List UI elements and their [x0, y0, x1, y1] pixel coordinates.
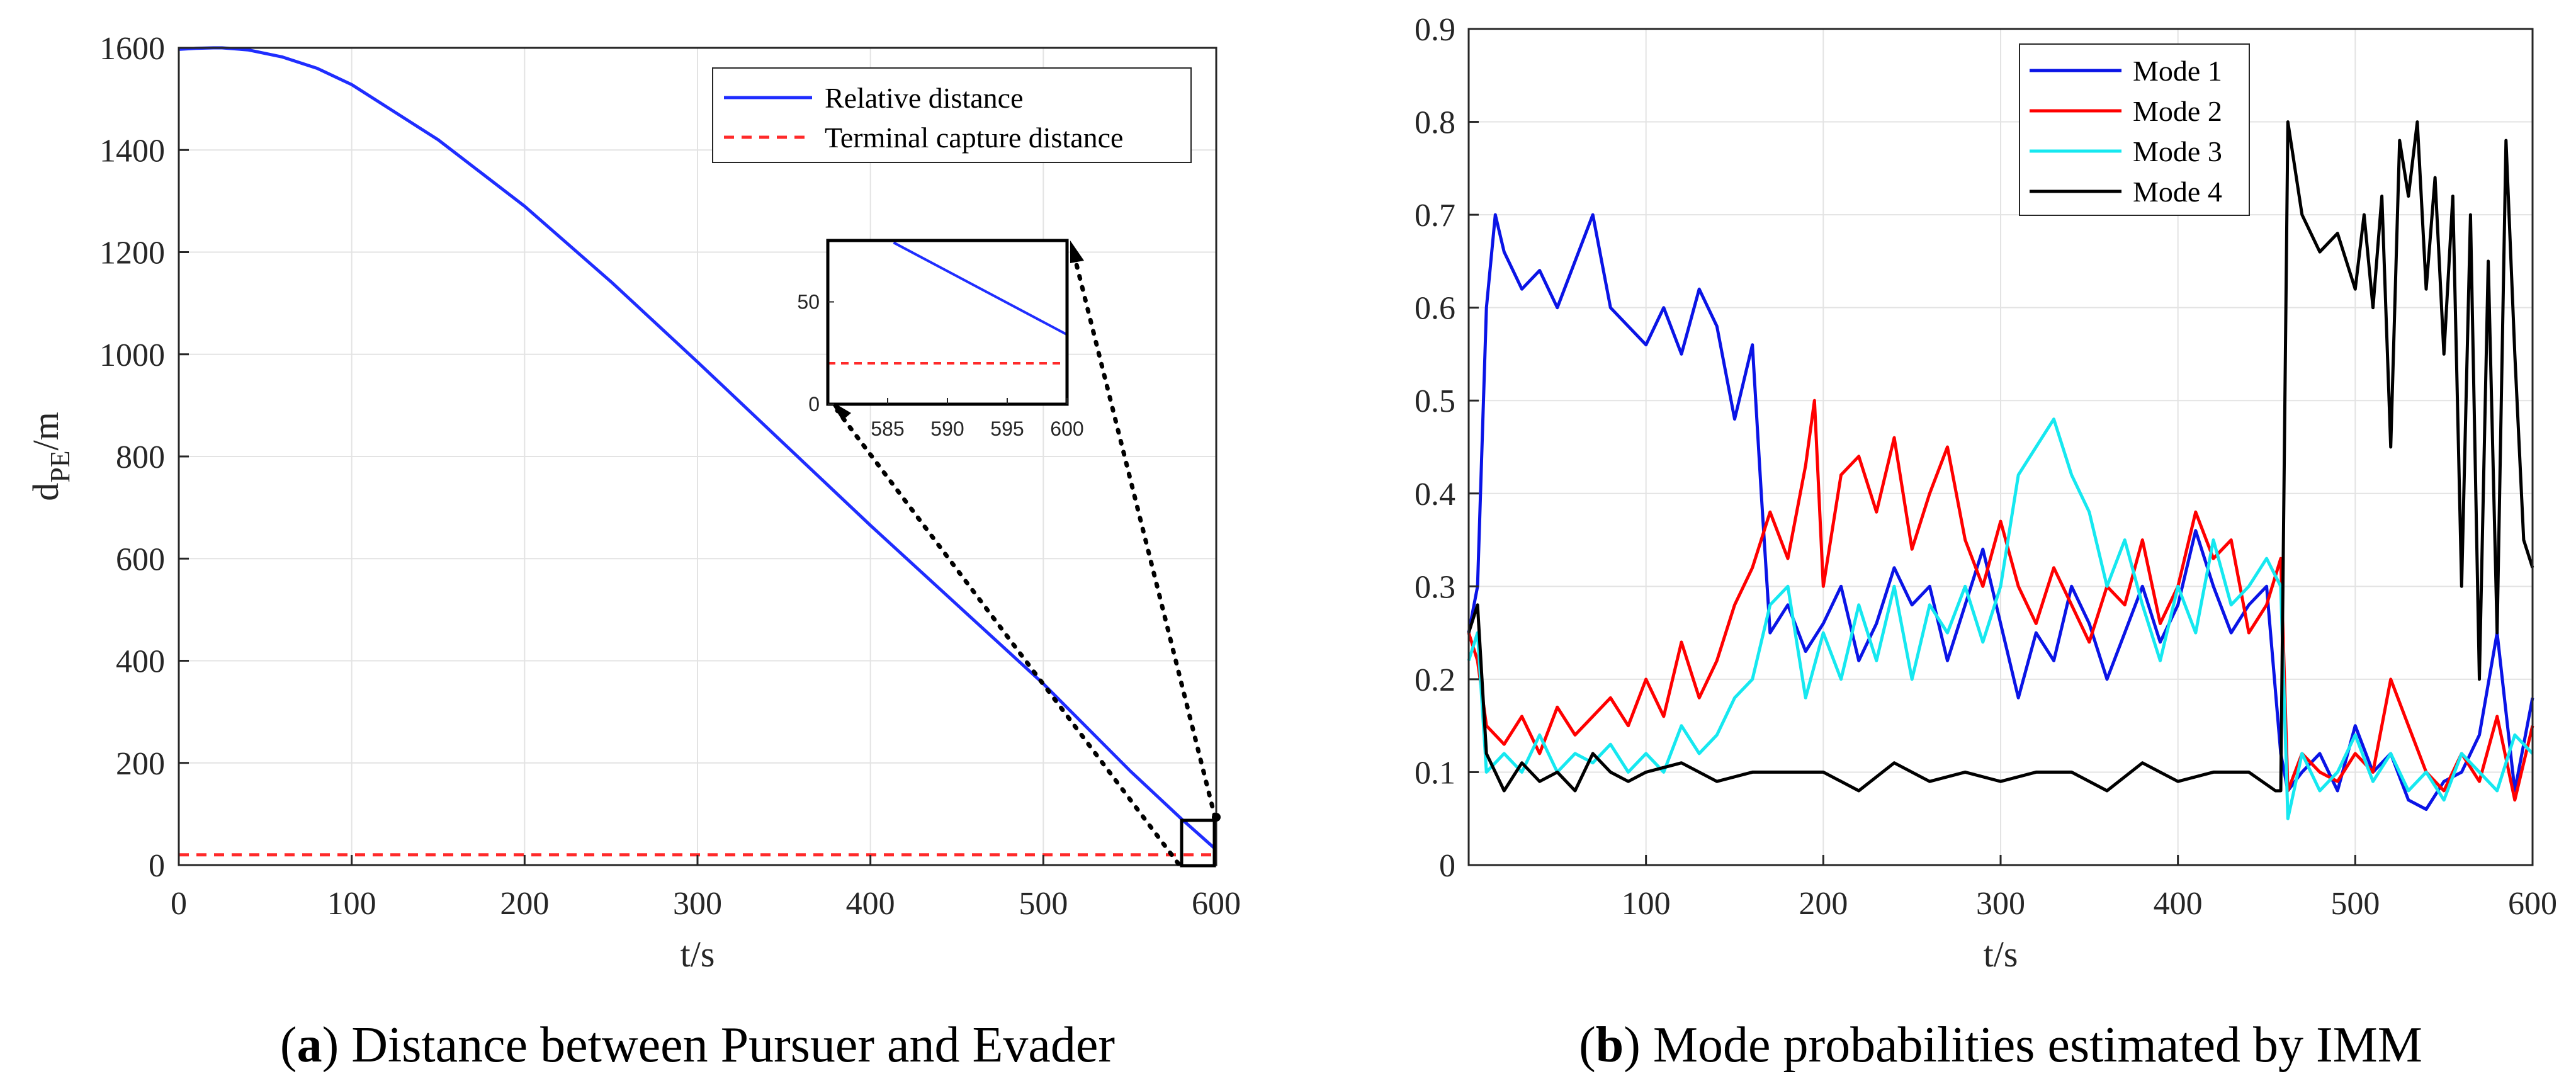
y-tick-label: 0	[1439, 848, 1455, 884]
x-tick-label: 100	[1622, 886, 1671, 922]
panel-b-series	[1467, 120, 2534, 820]
x-tick-label: 500	[2330, 886, 2380, 922]
y-tick-label: 0.9	[1415, 12, 1455, 48]
zoom-arrowhead-upper	[1070, 241, 1084, 263]
panel-a-legend: Relative distance Terminal capture dista…	[712, 67, 1192, 163]
panel-a-x-tick-labels: 0 100 200 300 400 500 600	[171, 886, 1241, 922]
x-tick-label: 0	[171, 886, 187, 922]
x-tick-label: 400	[2154, 886, 2203, 922]
y-tick-label: 0.7	[1415, 198, 1455, 234]
caption-b-text: Mode probabilities estimated by IMM	[1641, 1017, 2422, 1073]
x-tick-label: 600	[1192, 886, 1241, 922]
inset-x-tick-label: 590	[930, 417, 964, 440]
legend-label-mode-4: Mode 4	[2133, 176, 2222, 208]
y-tick-label: 0.2	[1415, 662, 1455, 698]
y-tick-label: 0.8	[1415, 105, 1455, 141]
zoom-region-box	[1180, 818, 1216, 868]
series-mode-3	[1467, 417, 2534, 820]
x-tick-label: 200	[1799, 886, 1848, 922]
legend-label-relative-distance: Relative distance	[825, 82, 1024, 114]
x-tick-label: 500	[1019, 886, 1068, 922]
inset-series	[828, 241, 1068, 365]
inset-plot-area	[828, 241, 1067, 404]
inset-y-tick-label: 0	[808, 393, 820, 416]
caption-a-text: Distance between Pursuer and Evader	[339, 1017, 1115, 1073]
caption-a: (a) Distance between Pursuer and Evader	[280, 1017, 1115, 1073]
x-tick-label: 200	[500, 886, 549, 922]
panel-a-y-axis-label: dPE/m	[25, 412, 76, 501]
zoom-arrow-lower	[835, 408, 1181, 866]
y-tick-label: 600	[116, 541, 165, 577]
inset-x-tick-label: 595	[990, 417, 1024, 440]
x-tick-label: 300	[673, 886, 722, 922]
legend-label-mode-3: Mode 3	[2133, 135, 2222, 167]
inset-x-tick-label: 600	[1050, 417, 1083, 440]
y-tick-label: 1400	[99, 133, 165, 169]
panel-a-y-label-main: d	[25, 483, 66, 501]
panel-b-tick-marks	[1469, 28, 2534, 866]
y-tick-label: 1000	[99, 337, 165, 373]
legend-label-mode-2: Mode 2	[2133, 95, 2222, 127]
inset-x-tick-label: 585	[871, 417, 904, 440]
caption-b: (b) Mode probabilities estimated by IMM	[1579, 1017, 2422, 1073]
y-tick-label: 200	[116, 746, 165, 782]
inset-tick-marks	[828, 301, 1068, 405]
panel-b-x-tick-labels: 100 200 300 400 500 600	[1622, 886, 2557, 922]
inset-y-tick-label: 50	[797, 291, 820, 314]
inset-x-tick-labels: 585 590 595 600	[871, 417, 1083, 440]
zoom-corner-dot	[1212, 813, 1221, 822]
panel-a-tick-marks	[178, 47, 1217, 866]
panel-b-chart: 100 200 300 400 500 600 0 0.1 0.2 0.3 0.4 0.5 0.6 0.…	[1415, 12, 2557, 975]
legend-label-terminal-capture-distance: Terminal capture distance	[825, 122, 1123, 154]
caption-a-letter: a	[297, 1017, 322, 1073]
panel-a-y-label-suffix: /m	[25, 412, 66, 450]
panel-b-x-axis-label: t/s	[1984, 934, 2018, 975]
panel-b-y-tick-labels: 0 0.1 0.2 0.3 0.4 0.5 0.6 0.7 0.8 0.9	[1415, 12, 1455, 884]
y-tick-label: 0.3	[1415, 569, 1455, 605]
y-tick-label: 0.4	[1415, 477, 1455, 512]
panel-b-legend: Mode 1 Mode 2 Mode 3 Mode 4	[2019, 43, 2250, 216]
legend-label-mode-1: Mode 1	[2133, 55, 2222, 87]
inset-series-relative-distance	[893, 241, 1068, 336]
x-tick-label: 400	[846, 886, 895, 922]
panel-a-x-axis-label: t/s	[681, 934, 715, 975]
y-tick-label: 800	[116, 439, 165, 475]
panel-a-chart: 0 100 200 300 400 500 600 02004006008001000120…	[25, 31, 1241, 975]
caption-b-letter: b	[1596, 1017, 1624, 1073]
inset-y-tick-labels: 0 50	[797, 291, 820, 416]
series-mode-2	[1467, 399, 2534, 802]
y-tick-label: 1600	[99, 31, 165, 67]
y-tick-label: 1200	[99, 235, 165, 271]
y-tick-label: 0.5	[1415, 383, 1455, 419]
panel-a-y-tick-labels: 0 200 400 600 800 1000 1200 1400 1600	[99, 31, 165, 884]
panel-a-legend-box	[712, 67, 1192, 163]
x-tick-label: 300	[1976, 886, 2025, 922]
series-mode-1	[1467, 213, 2534, 811]
y-tick-label: 0.6	[1415, 291, 1455, 327]
panel-b-legend-box	[2019, 43, 2250, 216]
panel-a-y-label-sub: PE	[45, 450, 76, 482]
x-tick-label: 600	[2508, 886, 2557, 922]
y-tick-label: 0	[149, 848, 165, 884]
y-tick-label: 400	[116, 644, 165, 680]
x-tick-label: 100	[327, 886, 376, 922]
y-tick-label: 0.1	[1415, 755, 1455, 791]
series-mode-4	[1467, 120, 2534, 793]
panel-a-inset: 585 590 595 600 0 50	[797, 239, 1084, 440]
